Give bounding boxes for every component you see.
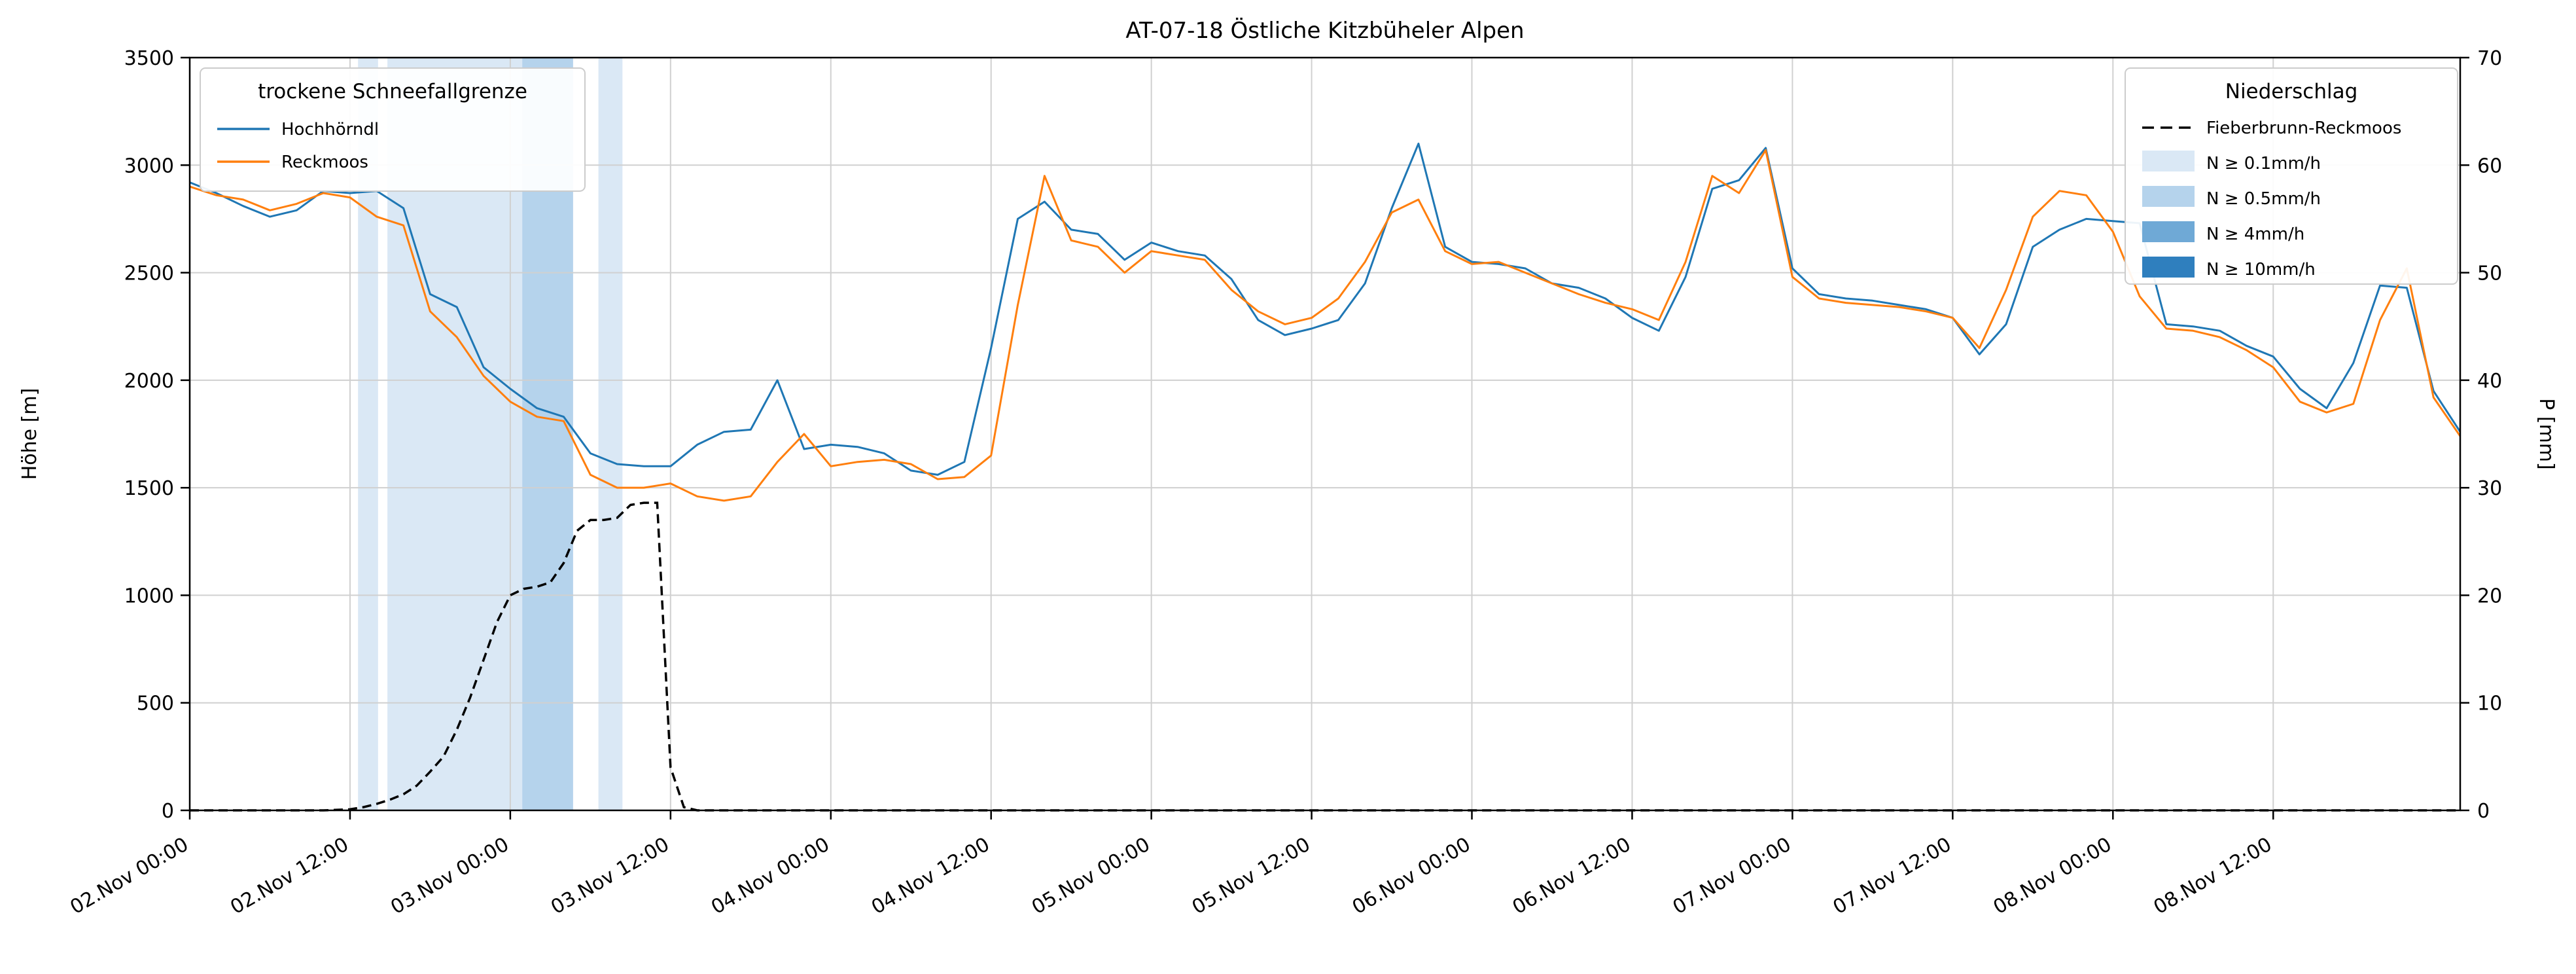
snowline-legend-title: trockene Schneefallgrenze xyxy=(258,80,527,103)
legend-band-swatch xyxy=(2142,151,2195,171)
series-line-1 xyxy=(189,149,2461,502)
y-right-axis-label: P [mm] xyxy=(2535,398,2558,469)
x-tick-label: 07.Nov 12:00 xyxy=(1829,833,1956,919)
y-right-tick-label: 0 xyxy=(2477,800,2490,823)
x-tick-label: 03.Nov 00:00 xyxy=(387,833,513,919)
legend-series-label: Reckmoos xyxy=(281,153,368,172)
snowline-legend-box xyxy=(200,67,586,192)
legend-precip-label: Fieberbrunn-Reckmoos xyxy=(2206,118,2401,138)
x-tick-label: 03.Nov 12:00 xyxy=(547,833,673,919)
y-left-tick-label: 0 xyxy=(162,800,174,823)
x-tick-label: 05.Nov 00:00 xyxy=(1028,833,1154,919)
y-left-tick-label: 1000 xyxy=(124,585,174,607)
chart-title: AT-07-18 Östliche Kitzbüheler Alpen xyxy=(1125,17,1524,44)
x-tick-label: 08.Nov 12:00 xyxy=(2150,833,2276,919)
y-left-axis-label: Höhe [m] xyxy=(18,388,41,480)
legend-band-swatch xyxy=(2142,186,2195,207)
legend-band-swatch xyxy=(2142,257,2195,278)
y-right-tick-label: 60 xyxy=(2477,154,2502,177)
y-left-tick-label: 3500 xyxy=(124,47,174,70)
y-left-tick-label: 2000 xyxy=(124,370,174,393)
precip-legend-box xyxy=(2125,67,2458,285)
legend-band-label: N ≥ 10mm/h xyxy=(2206,260,2316,280)
precip-legend-title: Niederschlag xyxy=(2225,80,2358,103)
legend-band-label: N ≥ 4mm/h xyxy=(2206,225,2304,244)
y-right-tick-label: 50 xyxy=(2477,262,2502,285)
precip-band xyxy=(598,58,623,810)
x-tick-label: 04.Nov 12:00 xyxy=(868,833,994,919)
legend-band-label: N ≥ 0.1mm/h xyxy=(2206,154,2321,173)
y-left-tick-label: 3000 xyxy=(124,154,174,177)
x-tick-label: 07.Nov 00:00 xyxy=(1669,833,1795,919)
legends-layer: trockene Schneefallgrenze Hochhörndl Reckm… xyxy=(200,67,2458,285)
x-tick-label: 02.Nov 12:00 xyxy=(226,833,353,919)
plot-border xyxy=(188,56,2461,812)
y-right-tick-label: 40 xyxy=(2477,370,2502,393)
y-right-tick-label: 30 xyxy=(2477,477,2502,500)
x-tick-label: 02.Nov 00:00 xyxy=(66,833,192,919)
x-tick-label: 06.Nov 00:00 xyxy=(1349,833,1475,919)
x-tick-label: 05.Nov 12:00 xyxy=(1188,833,1314,919)
y-left-tick-label: 500 xyxy=(137,693,174,715)
y-right-tick-label: 20 xyxy=(2477,585,2502,607)
legend-band-swatch xyxy=(2142,221,2195,242)
y-left-tick-label: 2500 xyxy=(124,262,174,285)
legend-series-label: Hochhörndl xyxy=(281,120,379,139)
y-left-tick-label: 1500 xyxy=(124,477,174,500)
x-tick-label: 06.Nov 12:00 xyxy=(1509,833,1635,919)
x-tick-label: 08.Nov 00:00 xyxy=(1990,833,2116,919)
y-right-tick-label: 10 xyxy=(2477,693,2502,715)
series-line-0 xyxy=(189,142,2461,476)
y-right-tick-label: 70 xyxy=(2477,47,2502,70)
x-tick-label: 04.Nov 00:00 xyxy=(707,833,834,919)
legend-band-label: N ≥ 0.5mm/h xyxy=(2206,189,2321,209)
series-layer xyxy=(189,142,2461,812)
